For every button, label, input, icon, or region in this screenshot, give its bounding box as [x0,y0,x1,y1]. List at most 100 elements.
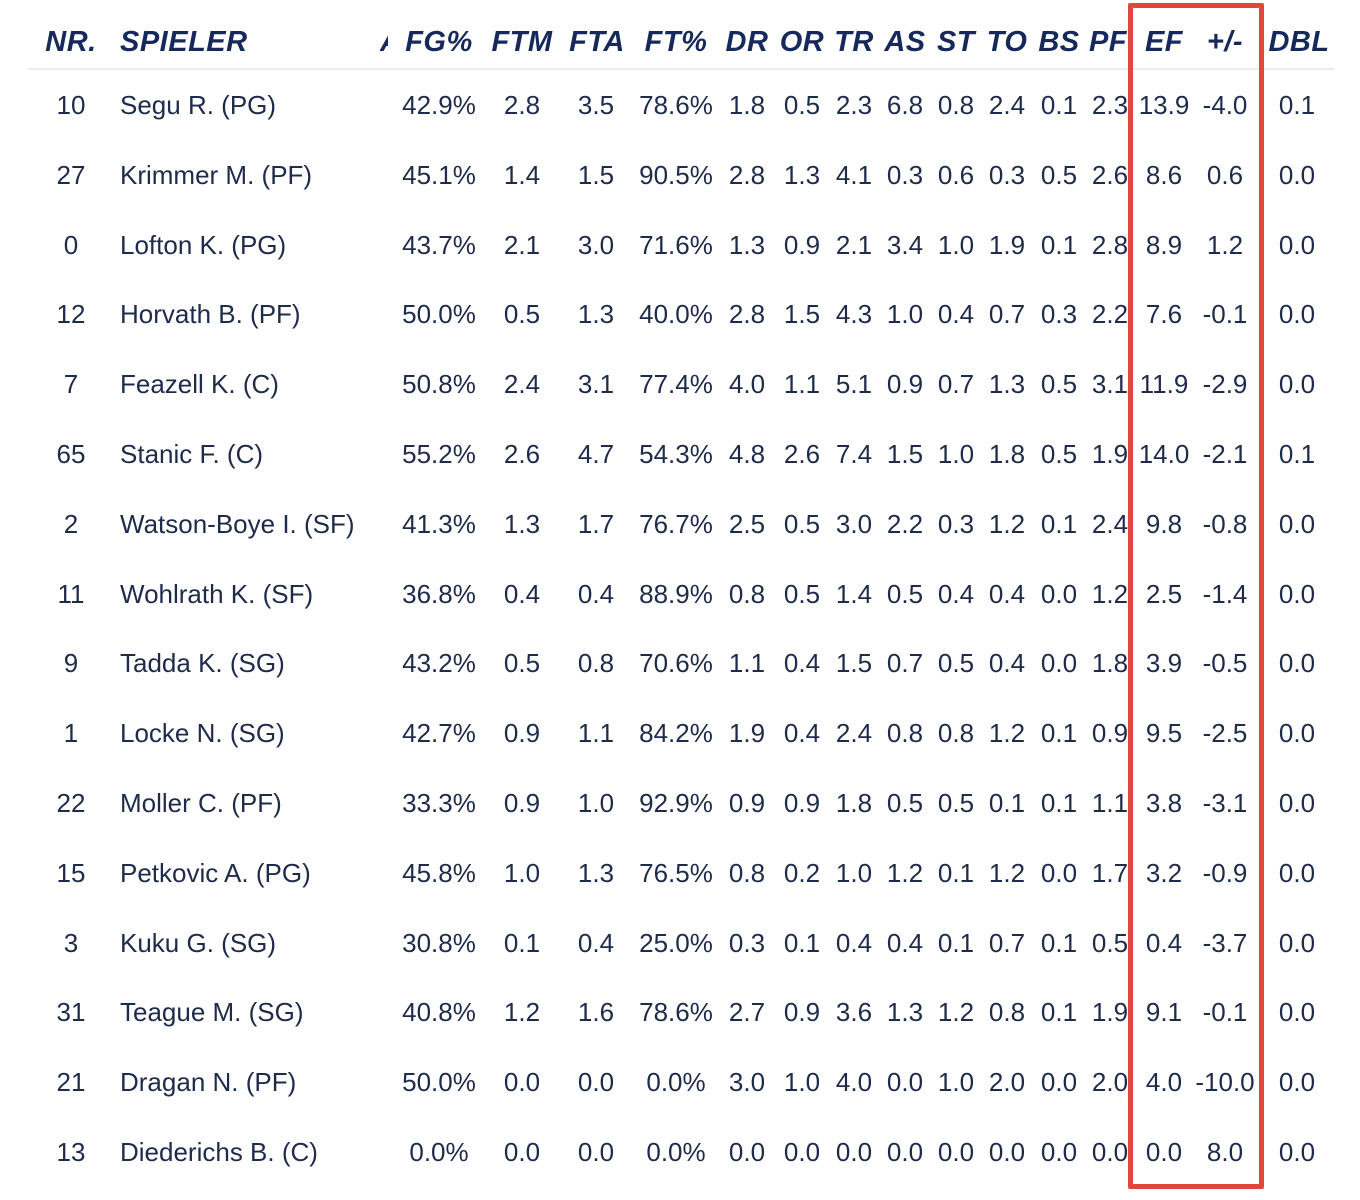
cell-or: 1.1 [783,369,821,400]
header-spieler[interactable]: SPIELER [120,26,248,58]
table-row[interactable]: 27 Krimmer M. (PF) 45.1% 1.4 1.5 90.5% 2.8 1.3 4… [0,142,1360,212]
cell-spieler: Kuku G. (SG) [120,927,277,958]
cell-spieler: Stanic F. (C) [120,439,264,469]
header-ftp[interactable]: FT% [644,26,708,58]
cell-fgp: 41.3% [402,508,476,539]
cell-ftp: 0.0% [646,1137,706,1167]
header-or[interactable]: OR [779,26,825,58]
cell-to: 0.8 [988,997,1026,1028]
cell-pf: 1.9 [1091,439,1129,469]
cell-pf: 0.0 [1091,1137,1129,1167]
cell-dbl: 0.0 [1278,857,1316,888]
header-pf[interactable]: PF [1088,26,1128,58]
cell-as: 0.7 [886,648,924,679]
cell-ef: 13.9 [1138,90,1190,120]
cell-or: 0.4 [783,648,821,679]
cell-dr: 2.7 [728,997,766,1028]
table-row[interactable]: 1 Locke N. (SG) 42.7% 0.9 1.1 84.2% 1.9 0.4 2.4 0… [0,700,1360,770]
cell-fta: 3.5 [577,90,615,120]
table-row[interactable]: 65 Stanic F. (C) 55.2% 2.6 4.7 54.3% 4.8 2.6 7.4… [0,421,1360,491]
cell-fta: 0.4 [577,927,615,958]
table-row[interactable]: 0 Lofton K. (PG) 43.7% 2.1 3.0 71.6% 1.3 0.9 2.1… [0,212,1360,282]
cell-bs: 0.0 [1040,1137,1078,1167]
header-nr[interactable]: NR. [45,26,97,58]
cell-ef: 3.9 [1145,648,1183,679]
header-cut[interactable]: A [380,26,388,59]
cell-st: 1.0 [937,439,975,469]
cell-tr: 5.1 [835,369,873,400]
header-ftm[interactable]: FTM [491,26,553,58]
table-row[interactable]: 15 Petkovic A. (PG) 45.8% 1.0 1.3 76.5% 0.8 0.2… [0,840,1360,910]
cell-or: 0.5 [783,90,821,120]
cell-or: 0.9 [783,788,821,818]
cell-pf: 0.5 [1091,927,1129,958]
cell-dbl: 0.0 [1278,229,1316,260]
cell-nr: 2 [63,508,79,539]
cell-dbl: 0.0 [1278,369,1316,400]
cell-fgp: 43.2% [402,648,476,679]
table-row[interactable]: 7 Feazell K. (C) 50.8% 2.4 3.1 77.4% 4.0 1.1 5.1… [0,351,1360,421]
header-pm[interactable]: +/- [1206,26,1244,58]
cell-bs: 0.5 [1040,439,1078,469]
cell-pf: 2.0 [1091,1067,1129,1098]
cell-ftp: 90.5% [639,159,713,190]
header-fgp[interactable]: FG% [405,26,473,58]
table-row[interactable]: 9 Tadda K. (SG) 43.2% 0.5 0.8 70.6% 1.1 0.4 1.5 0… [0,630,1360,700]
cell-fta: 1.3 [577,299,615,330]
cell-pm: 8.0 [1206,1137,1244,1167]
header-dbl[interactable]: DBL [1268,26,1330,58]
cell-as: 0.9 [886,369,924,400]
cell-fgp: 0.0% [409,1137,469,1167]
cell-nr: 1 [63,718,79,749]
cell-or: 0.5 [783,578,821,609]
cell-ftp: 54.3% [639,439,713,469]
header-ef[interactable]: EF [1144,26,1184,58]
cell-as: 1.2 [886,857,924,888]
header-bs[interactable]: BS [1038,26,1080,58]
cell-pm: -10.0 [1195,1067,1255,1098]
table-row[interactable]: 21 Dragan N. (PF) 50.0% 0.0 0.0 0.0% 3.0 1.0 4.0… [0,1049,1360,1119]
cell-dbl: 0.0 [1278,299,1316,330]
cell-ef: 8.6 [1145,159,1183,190]
cell-ftp: 92.9% [639,788,713,818]
table-row[interactable]: 3 Kuku G. (SG) 30.8% 0.1 0.4 25.0% 0.3 0.1 0.4 0.… [0,910,1360,980]
cell-to: 1.2 [988,718,1026,749]
cell-as: 1.3 [886,997,924,1028]
cell-ftm: 0.9 [503,788,541,818]
cell-dr: 2.5 [728,508,766,539]
table-row[interactable]: 11 Wohlrath K. (SF) 36.8% 0.4 0.4 88.9% 0.8 0.5… [0,561,1360,631]
cell-ftm: 0.1 [503,927,541,958]
cell-st: 0.4 [937,578,975,609]
header-dr[interactable]: DR [725,26,769,58]
cell-nr: 31 [56,997,86,1028]
header-tr[interactable]: TR [834,26,874,58]
table-row[interactable]: 13 Diederichs B. (C) 0.0% 0.0 0.0 0.0% 0.0 0.0 0… [0,1119,1360,1189]
cell-fta: 1.1 [577,718,615,749]
cell-st: 0.8 [937,90,975,120]
header-to[interactable]: TO [986,26,1028,58]
cell-spieler: Petkovic A. (PG) [120,857,311,888]
table-row[interactable]: 2 Watson-Boye I. (SF) 41.3% 1.3 1.7 76.7% 2.5 0… [0,491,1360,561]
header-as[interactable]: AS [884,26,926,58]
cell-pf: 2.2 [1091,299,1129,330]
cell-ftp: 25.0% [639,927,713,958]
cell-bs: 0.0 [1040,857,1078,888]
cell-pm: -4.0 [1202,90,1248,120]
table-row[interactable]: 22 Moller C. (PF) 33.3% 0.9 1.0 92.9% 0.9 0.9 1.… [0,770,1360,840]
header-fta[interactable]: FTA [569,26,625,58]
cell-pm: -0.5 [1202,648,1248,679]
table-row[interactable]: 31 Teague M. (SG) 40.8% 1.2 1.6 78.6% 2.7 0.9 3.… [0,979,1360,1049]
cell-dbl: 0.0 [1278,1137,1316,1167]
cell-as: 0.4 [886,927,924,958]
cell-st: 0.4 [937,299,975,330]
cell-fta: 0.0 [577,1137,615,1167]
table-row[interactable]: 12 Horvath B. (PF) 50.0% 0.5 1.3 40.0% 2.8 1.5 4… [0,281,1360,351]
header-st[interactable]: ST [936,26,976,58]
cell-pf: 2.6 [1091,159,1129,190]
cell-tr: 7.4 [835,439,873,469]
cell-st: 1.0 [937,229,975,260]
table-row[interactable]: 10 Segu R. (PG) 42.9% 2.8 3.5 78.6% 1.8 0.5 2.3 6… [0,72,1360,142]
cell-ef: 11.9 [1139,369,1189,400]
cell-nr: 65 [56,439,86,469]
cell-to: 1.2 [988,857,1026,888]
